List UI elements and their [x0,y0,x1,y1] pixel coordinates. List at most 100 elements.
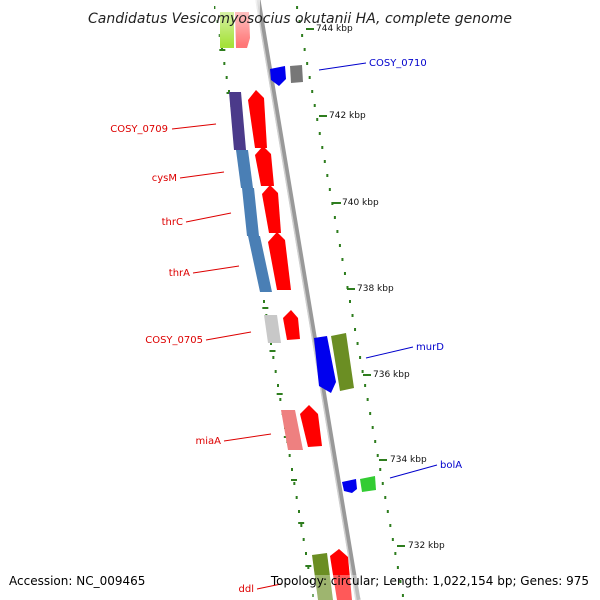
ring-dot [309,580,312,583]
ring-dot [401,594,404,597]
ring-dot [302,538,305,541]
ring-dot [399,580,402,583]
accession-text: Accession: NC_009465 [9,574,145,588]
ring-dot [323,160,326,163]
ring-dot [356,342,359,345]
gene-label-cosy0710[interactable]: COSY_0710 [369,58,427,69]
feature-bar-bola[interactable] [360,476,376,492]
ring-dot [346,286,349,289]
ring-dot [295,496,298,499]
ring-dot [225,76,228,79]
ring-dot [305,552,307,555]
ring-dot [326,174,329,177]
ring-dot [366,398,369,401]
ring-dot [341,258,344,261]
gene-arrow-cosy0710[interactable] [270,66,286,86]
ring-dot [369,412,372,415]
gene-label-bola[interactable]: bolA [440,460,462,471]
tick-marks [219,28,405,567]
gene-label-thra[interactable]: thrA [169,268,190,279]
gene-arrow-thrc[interactable] [262,185,281,233]
ring-dot [379,468,382,471]
feature-bar-thra[interactable] [248,236,272,292]
ring-dot [298,20,301,23]
ring-dot [391,538,394,541]
ring-dot [312,594,314,597]
ring-dot [331,202,334,205]
gene-label-miaa[interactable]: miaA [196,436,222,447]
ring-dot [291,468,293,471]
gene-arrow-cysm[interactable] [255,146,274,186]
gene-arrow-miaa[interactable] [300,405,322,447]
ring-dot [298,510,300,513]
ring-dot [336,230,339,233]
gene-arrow-thra[interactable] [268,232,291,290]
ring-dot [333,216,336,219]
tick-label-744: 744 kbp [316,24,353,34]
tick-label-742: 742 kbp [329,111,366,121]
ring-dot [381,482,384,485]
gene-arrow-murd[interactable] [314,336,336,393]
ring-dot [293,482,296,485]
feature-bar-cosy0705[interactable] [264,315,281,343]
ring-dot [306,62,309,65]
tick-label-732: 732 kbp [408,541,445,551]
ring-dot [371,426,374,429]
ring-dot [396,566,399,569]
ring-dot [303,48,306,51]
gene-label-cosy0705[interactable]: COSY_0705 [145,335,203,346]
feature-bar-cysm[interactable] [236,150,253,188]
ring-dot [308,76,311,79]
ring-dot [316,118,319,121]
ring-dot [263,300,265,303]
feature-bar-thrc[interactable] [242,188,259,236]
ring-dot [223,62,226,65]
ring-dot [301,34,304,37]
ring-dot [328,188,331,191]
ring-dot [343,272,346,275]
ring-dot [386,510,389,513]
genome-backbone-highlight [255,0,357,600]
gene-label-cosy0709[interactable]: COSY_0709 [110,124,168,135]
ring-dot [351,314,354,317]
gene-label-murd[interactable]: murD [416,342,444,353]
gene-label-cysm[interactable]: cysM [152,173,177,184]
tick-label-734: 734 kbp [390,455,427,465]
gene-arrow-cosy0705[interactable] [283,310,300,340]
gene-arrow-bola[interactable] [342,479,357,493]
ring-dot [307,566,310,569]
tick-label-738: 738 kbp [357,284,394,294]
forward-strand-features [270,65,376,493]
ring-dot [354,328,357,331]
ring-dot [349,300,351,303]
gene-label-thrc[interactable]: thrC [162,217,183,228]
feature-bar-cosy0709[interactable] [229,92,246,150]
label-connectors [171,62,438,590]
gene-arrow-ddl[interactable] [330,549,352,600]
ring-dot [338,244,341,247]
ring-dot [364,384,367,387]
feature-bar-murd[interactable] [331,333,354,391]
ring-dot [270,342,272,345]
ring-dot [277,384,279,387]
ring-dot [359,356,362,359]
gene-arrow-cosy0709[interactable] [248,90,267,148]
ring-dot [272,356,275,359]
feature-bar-ddl[interactable] [312,553,333,600]
gene-label-ddl[interactable]: ddl [239,584,254,595]
feature-bar-miaa[interactable] [281,410,303,450]
ring-dot [321,146,324,149]
ring-dot [361,370,364,373]
ring-dot [300,524,303,527]
ring-dot [394,552,397,555]
tick-label-740: 740 kbp [342,198,379,208]
feature-bar-cosy0710[interactable] [290,65,303,83]
ring-dot [374,440,377,443]
tick-label-736: 736 kbp [373,370,410,380]
ring-dot [384,496,387,499]
ring-dot [376,454,379,457]
ring-dot [313,104,316,107]
reverse-strand-features [215,0,360,600]
genome-summary-text: Topology: circular; Length: 1,022,154 bp… [270,574,589,588]
ring-dot [288,454,291,457]
